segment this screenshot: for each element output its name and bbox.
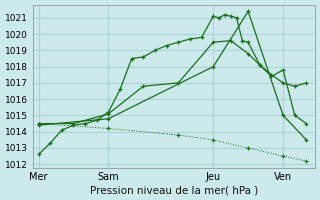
X-axis label: Pression niveau de la mer( hPa ): Pression niveau de la mer( hPa ) bbox=[90, 185, 258, 195]
